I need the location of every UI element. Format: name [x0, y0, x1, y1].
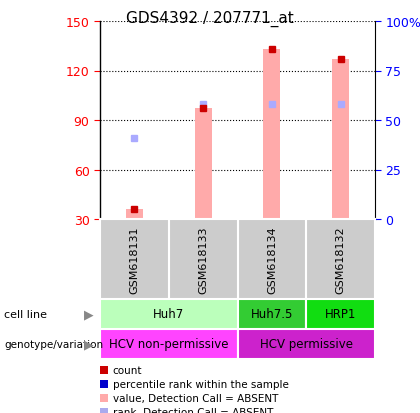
Text: GSM618133: GSM618133: [198, 225, 208, 293]
Text: count: count: [113, 365, 142, 375]
Bar: [100, 329, 237, 359]
Bar: [237, 299, 306, 329]
Text: GDS4392 / 207771_at: GDS4392 / 207771_at: [126, 10, 294, 26]
Text: Huh7.5: Huh7.5: [251, 308, 293, 321]
Text: percentile rank within the sample: percentile rank within the sample: [113, 379, 289, 389]
Bar: [263, 50, 281, 219]
Bar: [126, 209, 143, 219]
Text: rank, Detection Call = ABSENT: rank, Detection Call = ABSENT: [113, 407, 273, 413]
Bar: [237, 329, 375, 359]
Text: ▶: ▶: [84, 338, 94, 351]
Text: GSM618134: GSM618134: [267, 225, 277, 293]
Text: ▶: ▶: [84, 308, 94, 321]
Text: cell line: cell line: [4, 309, 47, 319]
Text: Huh7: Huh7: [153, 308, 184, 321]
Bar: [100, 299, 237, 329]
Bar: [194, 109, 212, 219]
Text: genotype/variation: genotype/variation: [4, 339, 103, 349]
Bar: [332, 60, 349, 219]
Text: GSM618131: GSM618131: [129, 225, 139, 293]
Text: HCV permissive: HCV permissive: [260, 338, 353, 351]
Text: HCV non-permissive: HCV non-permissive: [109, 338, 228, 351]
Text: value, Detection Call = ABSENT: value, Detection Call = ABSENT: [113, 393, 278, 403]
Text: HRP1: HRP1: [325, 308, 356, 321]
Bar: [306, 299, 375, 329]
Text: GSM618132: GSM618132: [336, 225, 346, 293]
